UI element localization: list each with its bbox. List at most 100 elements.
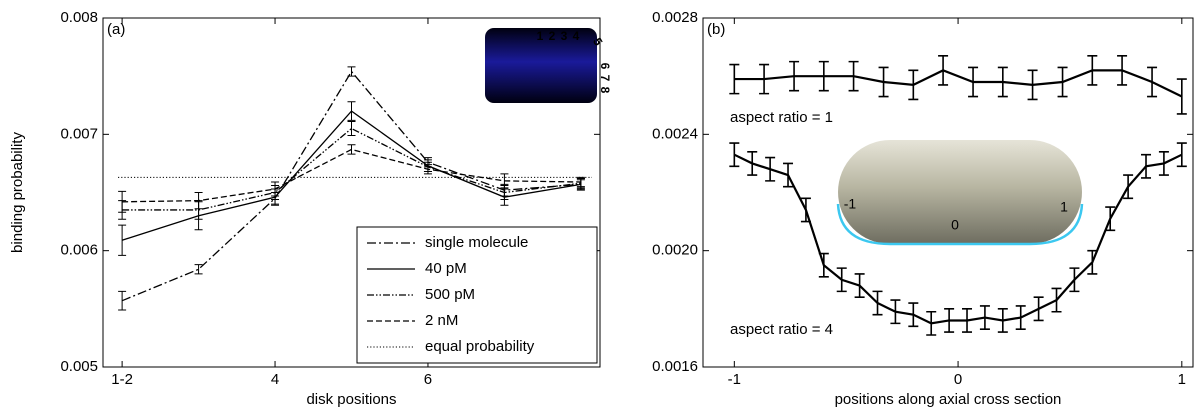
error-bar bbox=[729, 63, 740, 95]
inset-label: 8 bbox=[598, 87, 612, 94]
capsule-image bbox=[838, 140, 1082, 244]
error-bar bbox=[1033, 296, 1044, 322]
error-bar bbox=[979, 305, 990, 330]
y-tick-label: 0.0024 bbox=[652, 125, 698, 142]
error-bar bbox=[729, 142, 740, 168]
legend-label: 2 nM bbox=[425, 312, 458, 329]
y-tick-label: 0.005 bbox=[60, 358, 98, 375]
error-bar bbox=[854, 273, 865, 298]
x-tick-label: 4 bbox=[271, 371, 279, 388]
y-tick-label: 0.0016 bbox=[652, 358, 698, 375]
legend-label: 40 pM bbox=[425, 260, 467, 277]
legend-label: single molecule bbox=[425, 234, 528, 251]
error-bar bbox=[1105, 206, 1116, 232]
error-bar bbox=[194, 192, 203, 210]
inset-label: 6 bbox=[598, 63, 612, 70]
error-bar bbox=[423, 164, 432, 175]
error-bar bbox=[997, 308, 1008, 333]
plot-frame bbox=[102, 17, 601, 368]
error-bar bbox=[1087, 55, 1098, 86]
panel-label: (a) bbox=[107, 21, 125, 38]
y-tick-label: 0.0020 bbox=[652, 242, 698, 259]
error-bar bbox=[938, 55, 949, 86]
error-bar bbox=[944, 308, 955, 333]
y-tick-label: 0.008 bbox=[60, 9, 98, 26]
x-tick-label: 6 bbox=[424, 371, 432, 388]
error-bar bbox=[872, 290, 883, 316]
error-bar bbox=[1069, 267, 1080, 293]
error-bar bbox=[800, 197, 811, 223]
legend-label: equal probability bbox=[425, 338, 535, 355]
error-bar bbox=[347, 101, 356, 121]
inset-label: 7 bbox=[598, 75, 612, 82]
inset-label: 0 bbox=[951, 217, 959, 233]
error-bar bbox=[968, 66, 979, 98]
error-bar bbox=[1141, 153, 1152, 179]
inset-label: 1 bbox=[1060, 199, 1068, 215]
error-bar bbox=[347, 144, 356, 155]
error-bar bbox=[271, 181, 280, 197]
x-tick-label: 1-2 bbox=[111, 371, 133, 388]
x-tick-label: 0 bbox=[954, 371, 962, 388]
error-bar bbox=[1057, 66, 1068, 98]
error-bar bbox=[908, 302, 919, 328]
error-bar bbox=[818, 60, 829, 92]
series-line bbox=[122, 148, 581, 203]
error-bar bbox=[347, 121, 356, 136]
error-bar bbox=[118, 224, 127, 256]
error-bar bbox=[1158, 150, 1169, 176]
error-bar bbox=[1027, 69, 1038, 101]
inset-label: 4 bbox=[573, 29, 580, 43]
panel-label: (b) bbox=[707, 21, 725, 38]
error-bar bbox=[765, 156, 776, 182]
x-axis-label: disk positions bbox=[306, 391, 396, 408]
error-bar bbox=[576, 176, 585, 188]
error-bar bbox=[962, 308, 973, 333]
error-bar bbox=[1176, 78, 1187, 115]
error-bar bbox=[818, 252, 829, 278]
error-bar bbox=[789, 60, 800, 92]
error-bar bbox=[747, 150, 758, 176]
error-bar bbox=[1051, 287, 1062, 313]
error-bar bbox=[347, 66, 356, 77]
error-bar bbox=[759, 63, 770, 95]
series-line bbox=[122, 127, 581, 211]
error-bar bbox=[194, 264, 203, 275]
error-bar bbox=[118, 290, 127, 311]
x-tick-label: 1 bbox=[1178, 371, 1186, 388]
y-tick-label: 0.006 bbox=[60, 242, 98, 259]
legend-label: 500 pM bbox=[425, 286, 475, 303]
error-bar bbox=[1147, 66, 1158, 98]
error-bar bbox=[1015, 305, 1026, 330]
error-bar bbox=[878, 66, 889, 98]
inset-image bbox=[485, 28, 597, 103]
series-line bbox=[733, 153, 1183, 325]
error-bar bbox=[500, 173, 509, 189]
inset-label: 3 bbox=[561, 29, 568, 43]
error-bar bbox=[997, 66, 1008, 98]
error-bar bbox=[1117, 55, 1128, 86]
y-axis-label: binding probability bbox=[9, 132, 26, 253]
inset-label: -1 bbox=[844, 196, 857, 212]
series-label: aspect ratio = 4 bbox=[730, 321, 833, 338]
series-label: aspect ratio = 1 bbox=[730, 109, 833, 126]
y-tick-label: 0.0028 bbox=[652, 9, 698, 26]
capsule-edge bbox=[836, 203, 1084, 246]
y-tick-label: 0.007 bbox=[60, 125, 98, 142]
error-bar bbox=[118, 190, 127, 213]
plot-frame bbox=[702, 17, 1194, 368]
error-bar bbox=[908, 69, 919, 101]
error-bar bbox=[1176, 142, 1187, 168]
error-bar bbox=[926, 310, 937, 336]
error-bar bbox=[783, 162, 794, 188]
x-axis-label: positions along axial cross section bbox=[835, 391, 1062, 408]
series-line bbox=[734, 69, 1183, 98]
x-tick-label: -1 bbox=[728, 371, 741, 388]
error-bar bbox=[836, 267, 847, 293]
error-bar bbox=[890, 299, 901, 325]
inset-label: 2 bbox=[549, 29, 556, 43]
error-bar bbox=[1123, 174, 1134, 200]
error-bar bbox=[848, 60, 859, 92]
error-bar bbox=[1087, 249, 1098, 275]
